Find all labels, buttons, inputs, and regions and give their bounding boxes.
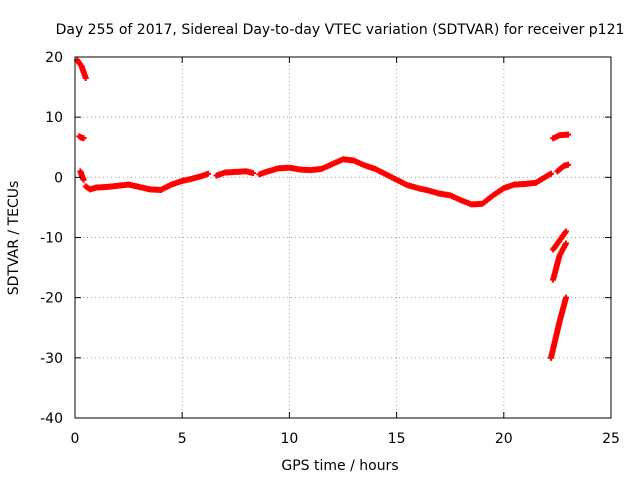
data-point: [565, 161, 572, 168]
x-tick-label: 20: [495, 431, 513, 447]
data-points: [74, 57, 572, 361]
data-point: [565, 131, 572, 138]
x-tick-label: 25: [602, 431, 620, 447]
data-point: [82, 75, 89, 82]
data-point: [204, 170, 211, 177]
data-point: [562, 294, 569, 301]
data-point: [249, 170, 256, 177]
y-tick-label: -40: [40, 411, 63, 427]
x-tick-label: 15: [388, 431, 406, 447]
y-tick-label: -20: [40, 291, 63, 307]
y-tick-label: -10: [40, 231, 63, 247]
x-tick-label: 5: [178, 431, 187, 447]
data-point: [562, 240, 569, 247]
y-tick-label: 10: [45, 110, 63, 126]
y-tick-label: 20: [45, 50, 63, 66]
x-axis-label: GPS time / hours: [281, 458, 398, 474]
data-point: [80, 176, 87, 183]
chart-title: Day 255 of 2017, Sidereal Day-to-day VTE…: [56, 22, 625, 38]
x-tick-label: 0: [71, 431, 80, 447]
y-axis-label: SDTVAR / TECUs: [6, 181, 22, 296]
y-axis-ticks: -40 -30 -20 -10 0 10 20: [40, 50, 611, 427]
y-tick-label: -30: [40, 351, 63, 367]
x-axis-ticks: 0 5 10 15 20 25: [71, 57, 620, 447]
data-point: [562, 228, 569, 235]
x-tick-label: 10: [280, 431, 298, 447]
data-point: [80, 135, 87, 142]
grid-lines: [75, 57, 611, 418]
y-tick-label: 0: [54, 170, 63, 186]
data-point: [547, 170, 554, 177]
